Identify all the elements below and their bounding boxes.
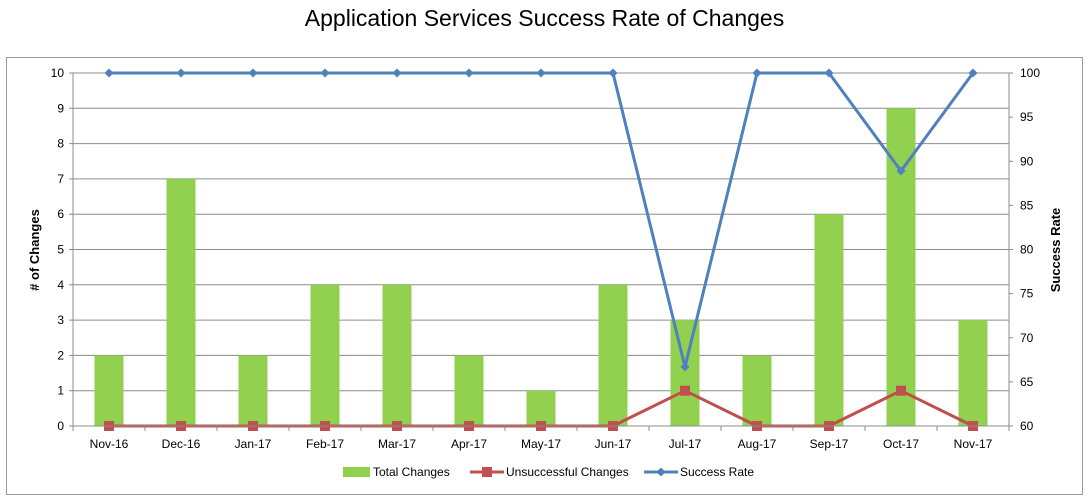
- legend-item-total-changes: Total Changes: [343, 465, 450, 479]
- x-tick-label: Nov-17: [954, 437, 993, 451]
- y-tick-label: 0: [57, 419, 64, 433]
- x-tick-label: Mar-17: [378, 437, 416, 451]
- x-tick-label: May-17: [521, 437, 561, 451]
- y2-axis-title: Success Rate: [1048, 208, 1063, 293]
- y-tick-label: 2: [57, 348, 64, 362]
- x-tick-label: Aug-17: [738, 437, 777, 451]
- y2-tick-label: 100: [1020, 66, 1040, 80]
- bar-total-changes: [454, 355, 484, 426]
- x-tick-label: Jul-17: [669, 437, 702, 451]
- point-success-rate: [464, 68, 474, 78]
- bar-total-changes: [742, 355, 772, 426]
- point-success-rate: [752, 68, 762, 78]
- x-tick-label: Sep-17: [810, 437, 849, 451]
- y-tick-label: 4: [57, 278, 64, 292]
- y-tick-label: 6: [57, 207, 64, 221]
- y2-tick-label: 75: [1020, 287, 1034, 301]
- x-tick-label: Apr-17: [451, 437, 487, 451]
- legend-label: Success Rate: [680, 465, 754, 479]
- legend-marker: [482, 467, 492, 477]
- y-axis-title: # of Changes: [27, 209, 42, 291]
- x-tick-label: Jun-17: [595, 437, 632, 451]
- bar-total-changes: [526, 390, 556, 426]
- y-tick-label: 8: [57, 137, 64, 151]
- bars-total-changes: [94, 108, 988, 427]
- point-success-rate: [824, 68, 834, 78]
- y-tick-label: 9: [57, 101, 64, 115]
- y2-tick-label: 60: [1020, 419, 1034, 433]
- legend-label: Total Changes: [373, 465, 450, 479]
- y2-tick-label: 80: [1020, 243, 1034, 257]
- y2-tick-label: 95: [1020, 110, 1034, 124]
- point-unsuccessful-changes: [680, 385, 690, 396]
- y-tick-label: 3: [57, 313, 64, 327]
- bar-total-changes: [814, 214, 844, 426]
- bar-total-changes: [166, 178, 196, 426]
- y2-tick-label: 90: [1020, 154, 1034, 168]
- point-success-rate: [176, 68, 186, 78]
- x-tick-label: Nov-16: [90, 437, 129, 451]
- bar-total-changes: [958, 320, 988, 426]
- legend-item-unsuccessful-changes: Unsuccessful Changes: [470, 465, 629, 479]
- point-success-rate: [896, 166, 906, 176]
- legend: Total Changes Unsuccessful Changes Success…: [343, 465, 754, 479]
- point-success-rate: [536, 68, 546, 78]
- x-tick-label: Feb-17: [306, 437, 344, 451]
- x-tick-label: Oct-17: [883, 437, 919, 451]
- point-success-rate: [392, 68, 402, 78]
- point-success-rate: [608, 68, 618, 78]
- y2-tick-label: 70: [1020, 331, 1034, 345]
- x-tick-label: Jan-17: [235, 437, 272, 451]
- bar-total-changes: [94, 355, 124, 426]
- legend-item-success-rate: Success Rate: [644, 465, 754, 479]
- chart-title: Application Services Success Rate of Cha…: [304, 5, 785, 31]
- bar-total-changes: [310, 284, 340, 426]
- legend-marker: [656, 467, 666, 477]
- y-tick-label: 10: [51, 66, 65, 80]
- point-unsuccessful-changes: [896, 385, 906, 396]
- point-success-rate: [680, 362, 690, 372]
- bar-total-changes: [670, 320, 700, 426]
- legend-label: Unsuccessful Changes: [506, 465, 629, 479]
- y2-tick-label: 85: [1020, 198, 1034, 212]
- bar-total-changes: [382, 284, 412, 426]
- bar-total-changes: [886, 108, 916, 427]
- point-success-rate: [968, 68, 978, 78]
- x-tick-label: Dec-16: [162, 437, 201, 451]
- y2-tick-label: 65: [1020, 375, 1034, 389]
- y-tick-label: 7: [57, 172, 64, 186]
- bar-total-changes: [238, 355, 268, 426]
- chart-area: [6, 57, 1083, 495]
- point-success-rate: [320, 68, 330, 78]
- y-tick-label: 5: [57, 243, 64, 257]
- y-tick-label: 1: [57, 384, 64, 398]
- legend-swatch: [343, 467, 370, 477]
- point-success-rate: [104, 68, 114, 78]
- point-success-rate: [248, 68, 258, 78]
- bar-total-changes: [598, 284, 628, 426]
- axes: 0 1 2 3 4 5 6 7 8 9 10 60 65 70 75 80 85 90 95 100 Nov-16 Dec…: [51, 66, 1041, 451]
